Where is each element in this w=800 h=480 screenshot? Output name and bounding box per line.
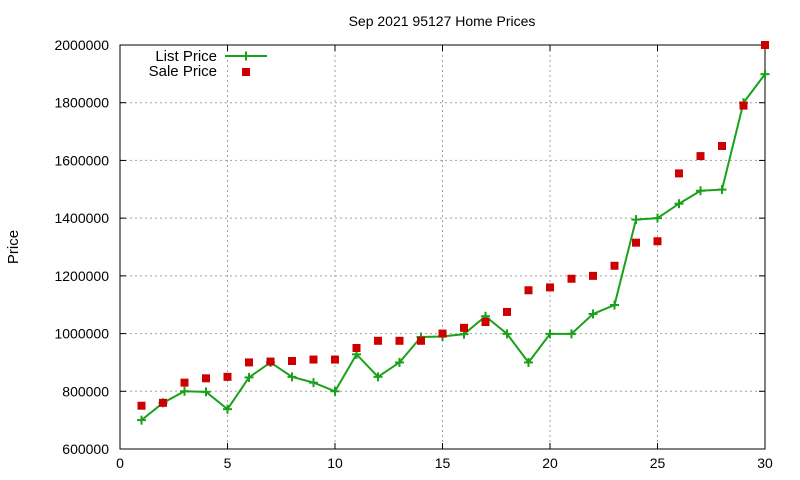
sale-price-point [675,169,683,178]
axis-ticks [119,44,766,450]
sale-price-point [223,372,232,381]
y-tick-label: 1000000 [54,326,109,342]
sale-price-point [653,237,662,246]
sale-price-point [266,357,275,366]
list-price-point [631,215,641,225]
x-tick-label: 5 [224,455,232,471]
sale-price-point [718,142,726,150]
sale-price-point [180,378,189,387]
list-price-point [223,404,232,414]
sale-price-point [761,41,769,49]
y-tick-label: 2000000 [54,37,109,53]
y-tick-label: 1200000 [54,268,109,284]
list-price-point [502,329,512,339]
legend-sample-sale-price [242,68,250,76]
list-price-point [567,329,576,339]
sale-price-point [524,286,533,295]
x-tick-label: 10 [327,455,343,471]
legend-marker-sale [242,68,250,76]
sale-price-point [309,355,318,364]
list-price-point [180,386,189,396]
list-price-point [674,199,684,209]
sale-price-point [567,274,576,283]
sale-price-point [352,344,361,352]
list-price-point [610,300,619,310]
x-tick-label: 25 [650,455,666,471]
x-tick-label: 20 [542,455,558,471]
grid-lines [120,45,765,449]
legend-label-list-price: List Price [155,48,217,65]
legend-label-sale-price: Sale Price [149,63,217,80]
list-price-point [696,186,705,196]
list-price-point [137,415,146,425]
list-price-point [760,69,770,79]
series-list-price [137,69,770,425]
x-tick-label: 15 [435,455,451,471]
list-price-line [140,73,766,421]
x-tick-labels: 0 5 10 15 20 25 30 [116,455,773,471]
sale-price-point [417,336,425,345]
y-tick-label: 800000 [62,383,109,399]
list-price-point [653,213,662,223]
series-sale-price [137,41,769,410]
chart-title: Sep 2021 95127 Home Prices [349,13,536,29]
list-price-point [244,372,254,382]
sale-price-point [159,398,167,407]
sale-price-point [696,152,705,161]
legend: List Price Sale Price [149,48,267,80]
list-price-point [545,329,555,339]
sale-price-point [589,271,597,280]
y-tick-labels: 600000 800000 1000000 1200000 1400000 1600000… [54,37,109,457]
sale-price-point [137,401,146,410]
list-price-point [717,185,727,195]
y-tick-label: 1400000 [54,210,109,226]
sale-price-point [438,329,447,338]
y-axis-label: Price [5,230,22,264]
list-price-point [524,357,533,367]
y-tick-label: 1800000 [54,95,109,111]
legend-sample-list-price [225,51,267,61]
sale-price-point [739,101,748,110]
sale-price-point [331,355,339,364]
list-price-point [330,386,340,396]
list-price-point [588,309,598,319]
sale-price-point [288,356,296,365]
sale-price-point [395,336,404,345]
sale-price-point [481,318,490,327]
list-price-point [287,372,297,382]
sale-price-point [245,358,253,367]
sale-price-point [460,323,468,332]
sale-price-point [610,261,619,270]
list-price-point [309,378,318,388]
sale-price-point [546,283,554,292]
list-price-point [201,387,211,397]
x-tick-label: 0 [116,455,124,471]
sale-price-point [632,238,640,247]
sale-price-point [374,336,382,345]
sale-price-point [202,374,210,383]
y-tick-label: 600000 [62,441,109,457]
legend-marker-list [241,51,251,61]
x-tick-label: 30 [757,455,773,471]
sale-price-point [503,307,511,316]
list-price-point [395,357,404,367]
y-tick-label: 1600000 [54,152,109,168]
list-price-point [373,372,383,382]
